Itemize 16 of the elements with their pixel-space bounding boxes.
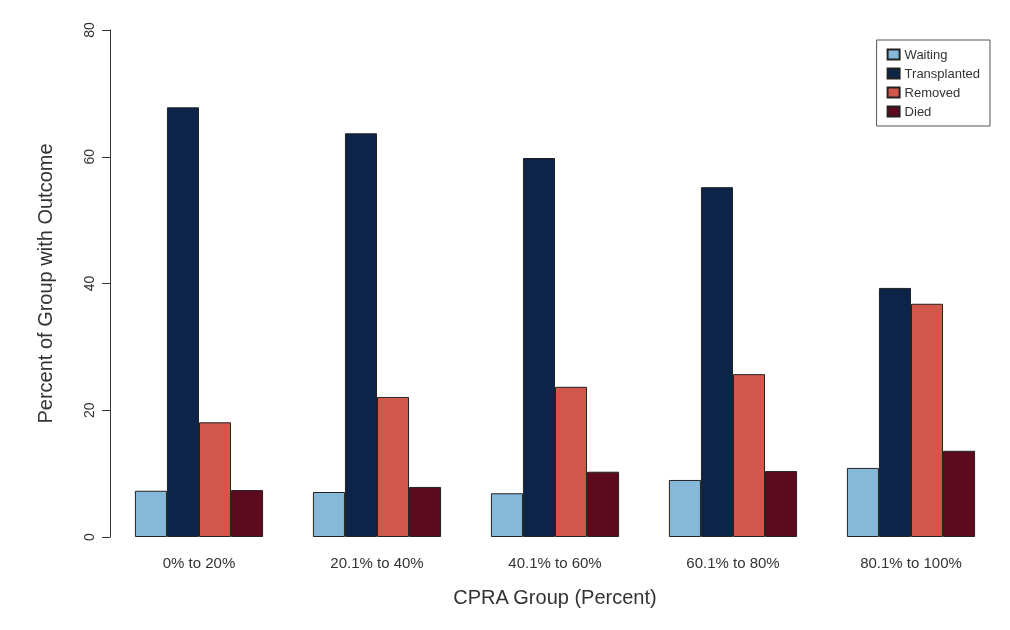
x-tick-label: 80.1% to 100%	[860, 554, 962, 571]
x-tick-label: 60.1% to 80%	[686, 554, 780, 571]
y-tick-label: 20	[81, 402, 97, 419]
x-axis-title: CPRA Group (Percent)	[453, 586, 657, 608]
x-tick-label: 40.1% to 60%	[508, 554, 602, 571]
y-tick-label: 40	[81, 275, 97, 292]
legend-label: Transplanted	[904, 66, 981, 81]
legend-label: Died	[904, 104, 932, 119]
y-tick-label: 60	[81, 148, 97, 165]
x-tick-label: 0% to 20%	[162, 554, 236, 571]
y-tick-label: 0	[81, 532, 97, 541]
y-tick-label: 80	[81, 22, 97, 38]
x-tick-label: 20.1% to 40%	[330, 554, 424, 571]
y-axis-title: Percent of Group with Outcome	[34, 143, 56, 424]
legend-label: Waiting	[904, 47, 948, 62]
legend-label: Removed	[904, 85, 961, 100]
